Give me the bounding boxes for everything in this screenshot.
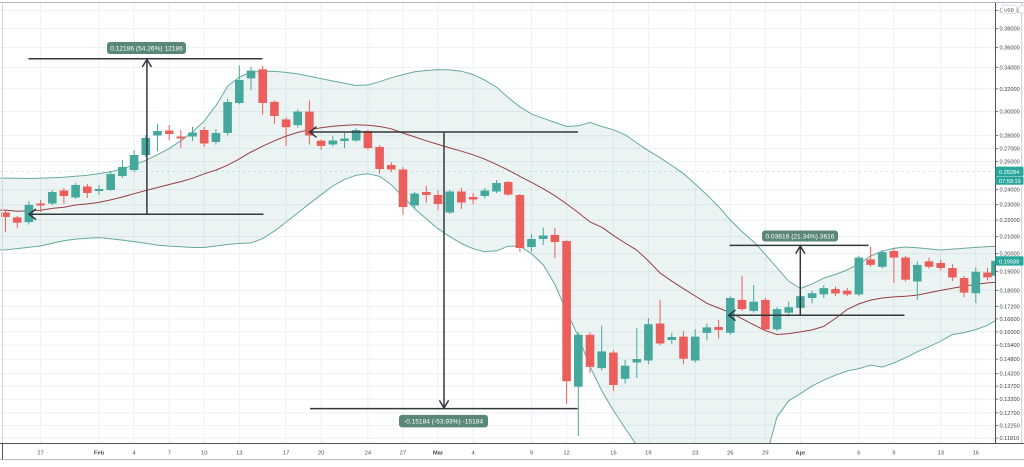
svg-text:0.30000: 0.30000 [1000,110,1020,116]
svg-text:0.23000: 0.23000 [1000,203,1020,209]
svg-text:0.34000: 0.34000 [1000,66,1020,72]
svg-text:26: 26 [727,451,733,457]
svg-text:27: 27 [400,451,406,457]
svg-text:-0.15184 (-53.93%) -15184: -0.15184 (-53.93%) -15184 [404,419,484,426]
svg-text:16: 16 [973,451,979,457]
svg-text:0.28000: 0.28000 [1000,134,1020,140]
svg-text:0.20000: 0.20000 [1000,252,1020,258]
svg-text:0.36000: 0.36000 [1000,46,1020,52]
svg-text:20: 20 [318,451,324,457]
svg-text:9: 9 [892,451,895,457]
svg-text:0.27000: 0.27000 [1000,146,1020,152]
svg-text:0.24000: 0.24000 [1000,188,1020,194]
svg-text:13: 13 [937,451,943,457]
svg-text:16: 16 [610,451,616,457]
svg-text:10: 10 [201,451,207,457]
svg-text:0.32000: 0.32000 [1000,87,1020,93]
svg-text:Feb: Feb [94,451,105,457]
svg-text:Apr: Apr [795,451,806,457]
svg-text:23: 23 [692,451,698,457]
svg-text:4: 4 [132,451,136,457]
svg-text:9: 9 [530,451,533,457]
svg-text:13: 13 [236,451,242,457]
svg-text:19: 19 [645,451,651,457]
svg-text:Mar: Mar [433,451,444,457]
svg-text:0.22000: 0.22000 [1000,218,1020,224]
svg-text:0.12700: 0.12700 [1000,411,1020,417]
svg-text:6: 6 [857,451,860,457]
svg-text:12: 12 [563,451,569,457]
svg-text:0.14200: 0.14200 [1000,372,1020,378]
svg-text:7: 7 [168,451,171,457]
svg-text:0.21000: 0.21000 [1000,235,1020,241]
svg-text:0.19588: 0.19588 [999,259,1019,265]
svg-text:0.16600: 0.16600 [1000,317,1020,323]
svg-text:0.11810: 0.11810 [1000,436,1020,442]
svg-text:0.38000: 0.38000 [1000,27,1020,33]
svg-text:07:59:19: 07:59:19 [999,179,1021,185]
svg-text:4: 4 [471,451,475,457]
svg-text:0.19000: 0.19000 [1000,270,1020,276]
svg-text:24: 24 [365,451,372,457]
svg-text:0.14800: 0.14800 [1000,357,1020,363]
svg-text:0.18000: 0.18000 [1000,289,1020,295]
svg-text:0.17200: 0.17200 [1000,304,1020,310]
svg-text:0.25284: 0.25284 [999,170,1019,176]
svg-text:29: 29 [762,451,768,457]
svg-text:0.12186 (54.26%) 12186: 0.12186 (54.26%) 12186 [110,45,183,52]
svg-text:0.13700: 0.13700 [1000,384,1020,390]
svg-text:0.12250: 0.12250 [1000,423,1020,429]
svg-text:0.15400: 0.15400 [1000,343,1020,349]
svg-text:0.16000: 0.16000 [1000,330,1020,336]
svg-text:17: 17 [283,451,289,457]
svg-text:0.03616 (21.34%) 3616: 0.03616 (21.34%) 3616 [766,233,835,240]
svg-text:0.13200: 0.13200 [1000,397,1020,403]
svg-text:27: 27 [37,451,43,457]
svg-text:USD: USD [1004,7,1014,12]
svg-text:0.26000: 0.26000 [1000,160,1020,166]
